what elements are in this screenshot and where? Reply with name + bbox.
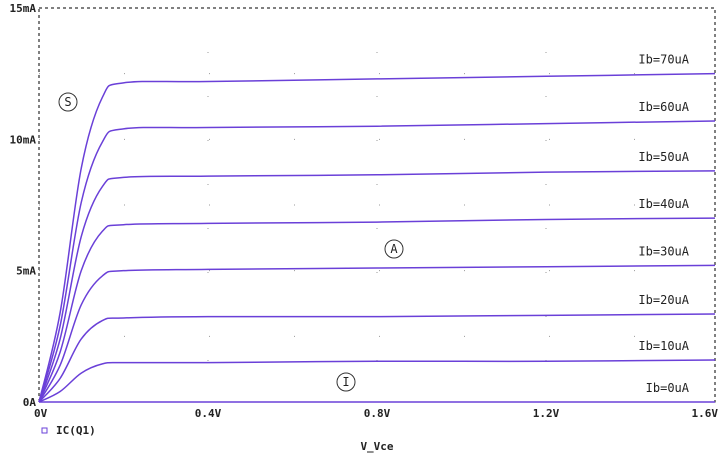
- series-line-6: [38, 120, 716, 403]
- series-line-1: [38, 359, 716, 403]
- series-label-7: Ib=70uA: [638, 53, 689, 67]
- y-tick-3: 15mA: [10, 2, 37, 15]
- x-tick-3: 1.2V: [533, 407, 560, 420]
- series-line-4: [38, 217, 716, 403]
- series-line-7: [38, 72, 716, 403]
- marker-i-label: I: [342, 375, 349, 389]
- marker-a-label: A: [390, 242, 398, 256]
- grid: [39, 8, 715, 402]
- x-axis-label: V_Vce: [360, 440, 393, 453]
- y-tick-1: 5mA: [16, 265, 36, 278]
- x-tick-0: 0V: [34, 407, 48, 420]
- series-line-2: [38, 313, 716, 403]
- legend-label: IC(Q1): [56, 424, 96, 437]
- series-line-3: [38, 264, 716, 403]
- series-label-5: Ib=50uA: [638, 150, 689, 164]
- marker-s: S: [58, 92, 78, 112]
- tick-labels: 0V 0.4V 0.8V 1.2V 1.6V 0A 5mA 10mA 15mA: [10, 2, 719, 420]
- series-label-1: Ib=10uA: [638, 339, 689, 353]
- series-label-0: Ib=0uA: [646, 381, 690, 395]
- series-label-2: Ib=20uA: [638, 293, 689, 307]
- plot-frame: [38, 7, 716, 403]
- legend-marker: [41, 427, 48, 434]
- series-labels: Ib=0uA Ib=10uA Ib=20uA Ib=30uA Ib=40uA Ib=50u…: [638, 53, 689, 395]
- marker-i: I: [336, 372, 356, 392]
- series-label-6: Ib=60uA: [638, 100, 689, 114]
- series-line-5: [38, 170, 716, 403]
- y-tick-0: 0A: [23, 396, 37, 409]
- x-tick-4: 1.6V: [692, 407, 719, 420]
- y-tick-2: 10mA: [10, 133, 37, 146]
- x-tick-1: 0.4V: [195, 407, 222, 420]
- series-group: [38, 72, 716, 403]
- legend: IC(Q1): [41, 424, 96, 437]
- series-label-3: Ib=30uA: [638, 244, 689, 258]
- series-label-4: Ib=40uA: [638, 197, 689, 211]
- marker-s-label: S: [64, 95, 71, 109]
- x-tick-2: 0.8V: [364, 407, 391, 420]
- marker-a: A: [384, 239, 404, 259]
